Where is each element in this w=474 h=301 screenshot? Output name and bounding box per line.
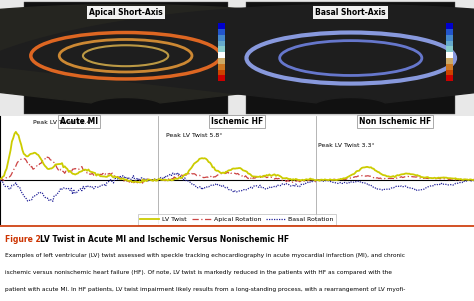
Bar (446, 52, 453, 58)
Bar (218, 23, 225, 29)
Text: LV Twist in Acute MI and Ischemic Versus Nonischemic HF: LV Twist in Acute MI and Ischemic Versus… (40, 235, 290, 244)
Text: patient with acute MI. In HF patients, LV twist impairment likely results from a: patient with acute MI. In HF patients, L… (5, 287, 405, 292)
Text: Peak LV Twist 3.3°: Peak LV Twist 3.3° (318, 143, 374, 148)
Bar (446, 76, 453, 81)
Bar (218, 29, 225, 35)
Text: Apical Short-Axis: Apical Short-Axis (89, 8, 163, 17)
Bar (246, 2, 455, 114)
Bar (446, 70, 453, 76)
Text: Ischemic HF: Ischemic HF (211, 117, 263, 126)
Bar (446, 29, 453, 35)
Bar (446, 64, 453, 70)
Text: Peak LV Twist 12.4°: Peak LV Twist 12.4° (33, 120, 94, 125)
Bar (218, 52, 225, 58)
Bar (218, 70, 225, 76)
Bar (218, 64, 225, 70)
Bar (24, 2, 228, 114)
Polygon shape (0, 5, 474, 103)
Text: ischemic versus nonischemic heart failure (HF). Of note, LV twist is markedly re: ischemic versus nonischemic heart failur… (5, 270, 392, 275)
Text: Examples of left ventricular (LV) twist assessed with speckle tracking echocardi: Examples of left ventricular (LV) twist … (5, 253, 405, 258)
Bar (218, 46, 225, 52)
Bar (446, 35, 453, 41)
Text: Figure 2.: Figure 2. (5, 235, 46, 244)
Legend: LV Twist, Apical Rotation, Basal Rotation: LV Twist, Apical Rotation, Basal Rotatio… (138, 214, 336, 225)
Bar (446, 58, 453, 64)
Text: Peak LV Twist 5.8°: Peak LV Twist 5.8° (166, 133, 222, 138)
Bar (218, 35, 225, 41)
Bar (446, 41, 453, 46)
Text: Acute MI: Acute MI (60, 117, 98, 126)
Bar (218, 76, 225, 81)
Bar (218, 41, 225, 46)
Bar (446, 46, 453, 52)
Bar (446, 23, 453, 29)
Bar (218, 58, 225, 64)
Text: Basal Short-Axis: Basal Short-Axis (316, 8, 386, 17)
Text: Non Ischemic HF: Non Ischemic HF (359, 117, 431, 126)
Polygon shape (0, 5, 474, 103)
